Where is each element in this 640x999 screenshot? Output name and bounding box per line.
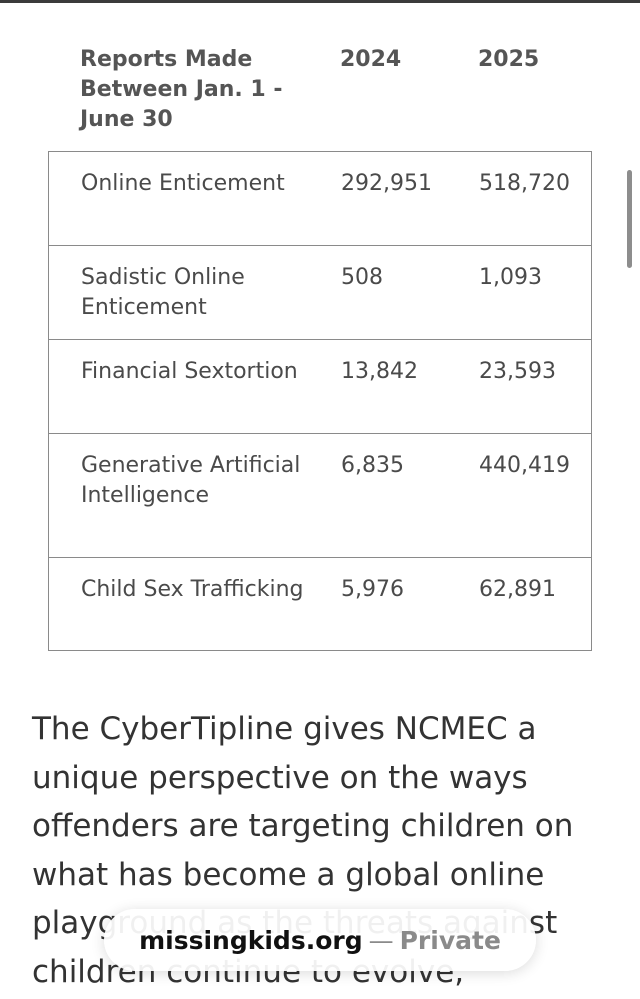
row-category: Financial Sextortion	[81, 359, 298, 384]
address-bar[interactable]: missingkids.org — Private	[104, 909, 536, 971]
row-category: Child Sex Trafficking	[81, 577, 304, 602]
row-value-2025: 518,720	[479, 171, 570, 196]
row-value-2024: 292,951	[341, 171, 432, 196]
private-mode-label: Private	[399, 925, 501, 955]
row-value-2024: 6,835	[341, 453, 404, 478]
address-separator: —	[368, 925, 394, 955]
row-value-2025: 23,593	[479, 359, 556, 384]
table-row: Generative Artificial Intelligence 6,835…	[49, 433, 591, 557]
row-category: Generative Artificial Intelligence	[81, 453, 301, 508]
table-row: Sadistic Online Enticement 508 1,093	[49, 245, 591, 339]
table-row: Child Sex Trafficking 5,976 62,891	[49, 557, 591, 650]
reports-table: Online Enticement 292,951 518,720 Sadist…	[48, 151, 592, 651]
row-value-2025: 62,891	[479, 577, 556, 602]
paragraph-line: unique perspective on the ways	[32, 759, 528, 796]
row-value-2025: 440,419	[479, 453, 570, 478]
row-category: Online Enticement	[81, 171, 285, 196]
row-value-2025: 1,093	[479, 265, 542, 290]
address-domain: missingkids.org	[139, 925, 363, 955]
row-value-2024: 508	[341, 265, 383, 290]
table-header: Reports Made Between Jan. 1 - June 30 20…	[48, 42, 592, 150]
table-row: Online Enticement 292,951 518,720	[49, 152, 591, 245]
table-row: Financial Sextortion 13,842 23,593	[49, 339, 591, 433]
top-border	[0, 0, 640, 3]
header-year-2025: 2025	[478, 47, 540, 72]
header-category: Reports Made Between Jan. 1 - June 30	[80, 47, 283, 132]
header-year-2024: 2024	[340, 47, 402, 72]
row-category: Sadistic Online Enticement	[81, 265, 245, 320]
paragraph-line: what has become a global online	[32, 856, 545, 893]
row-value-2024: 13,842	[341, 359, 418, 384]
row-value-2024: 5,976	[341, 577, 404, 602]
scrollbar-thumb[interactable]	[627, 170, 632, 268]
paragraph-line: offenders are targeting children on	[32, 808, 574, 844]
paragraph-line: The CyberTipline gives NCMEC a	[32, 711, 537, 747]
